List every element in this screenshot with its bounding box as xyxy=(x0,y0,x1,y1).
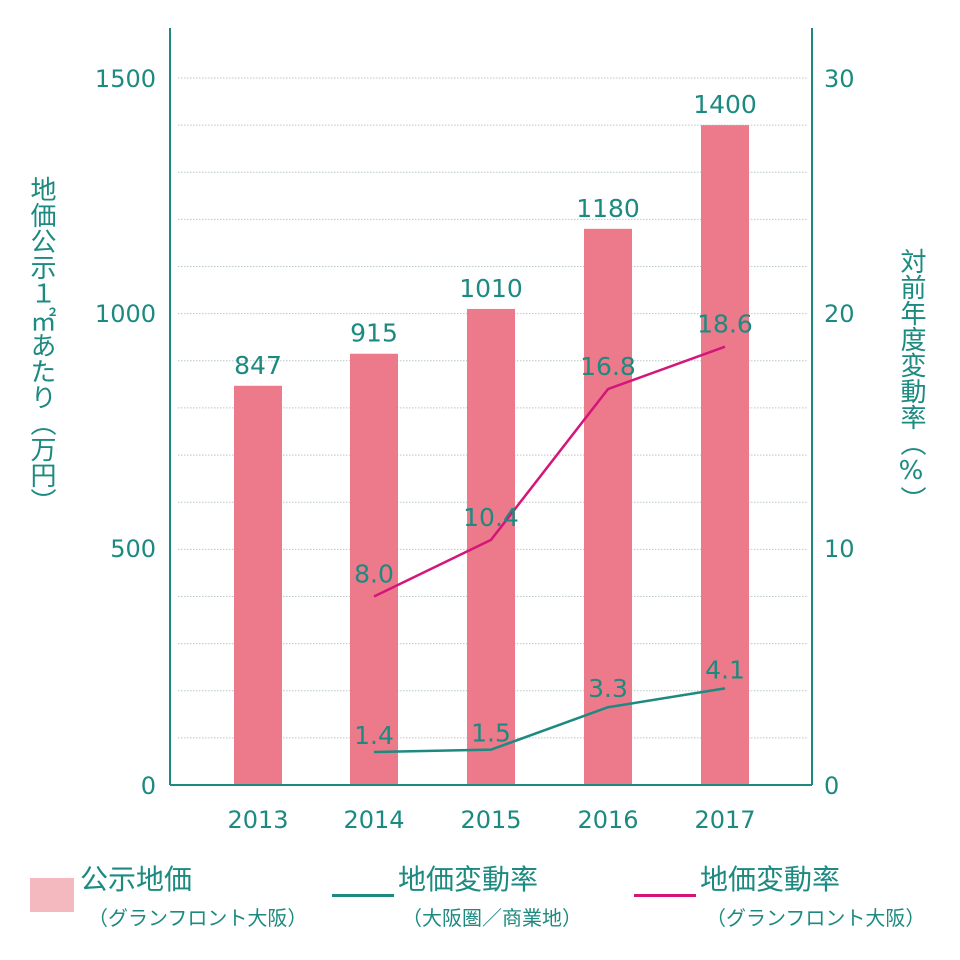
legend-swatch-bar xyxy=(30,878,74,912)
grandfront-rate-label: 18.6 xyxy=(697,310,753,339)
x-tick-2015: 2015 xyxy=(460,806,521,834)
osaka-rate-label: 1.4 xyxy=(354,721,394,750)
y-left-tick: 1500 xyxy=(95,65,156,93)
y-right-label: 対前年度変動率（%） xyxy=(896,248,926,512)
legend-bar-sub: （グランフロント大阪） xyxy=(88,906,308,930)
legend-swatch-teal xyxy=(332,894,394,897)
tick-labels: 0 500 1000 1500 0 10 20 30 2013 2014 2015 2016 2017 xyxy=(95,65,855,834)
axes xyxy=(169,28,813,786)
y-right-tick: 0 xyxy=(824,772,839,800)
data-labels: 847 915 1010 1180 1400 1.4 1.5 3.3 4.1 8.0 10.4 16.… xyxy=(234,90,757,750)
osaka-rate-label: 4.1 xyxy=(705,655,745,684)
bar-2017 xyxy=(701,125,749,786)
bar-label: 1180 xyxy=(576,194,640,223)
y-left-tick: 500 xyxy=(110,535,156,563)
series-line-grandfront xyxy=(373,345,726,598)
bar-label: 1400 xyxy=(693,90,757,119)
y-right-tick: 30 xyxy=(824,65,855,93)
grandfront-rate-label: 10.4 xyxy=(463,503,519,532)
bars xyxy=(234,125,749,786)
y-left-tick: 0 xyxy=(141,772,156,800)
osaka-rate-label: 3.3 xyxy=(588,674,628,703)
osaka-rate-label: 1.5 xyxy=(471,719,511,748)
legend-bar-name: 公示地価 xyxy=(80,863,193,896)
x-tick-2013: 2013 xyxy=(227,806,288,834)
grandfront-rate-label: 16.8 xyxy=(580,352,636,381)
y-right-tick: 10 xyxy=(824,535,855,563)
legend-pink-sub: （グランフロント大阪） xyxy=(706,906,926,930)
x-tick-2017: 2017 xyxy=(694,806,755,834)
legend-teal-name: 地価変動率 xyxy=(398,863,539,896)
y-right-tick: 20 xyxy=(824,300,855,328)
bar-2014 xyxy=(350,353,398,785)
series-line-osaka xyxy=(373,687,726,754)
x-tick-2014: 2014 xyxy=(343,806,404,834)
bar-2016 xyxy=(584,228,632,785)
y-left-tick: 1000 xyxy=(95,300,156,328)
bar-label: 1010 xyxy=(459,274,523,303)
legend-swatch-pink xyxy=(634,894,696,897)
bar-label: 847 xyxy=(234,351,282,380)
rate-lines xyxy=(373,345,726,754)
bar-2013 xyxy=(234,385,282,785)
grandfront-rate-label: 8.0 xyxy=(354,559,394,588)
legend-pink-name: 地価変動率 xyxy=(700,863,841,896)
x-tick-2016: 2016 xyxy=(577,806,638,834)
y-left-label: 地価公示１㎡あたり（万円） xyxy=(26,176,56,514)
bar-label: 915 xyxy=(350,319,398,348)
legend-teal-sub: （大阪圏／商業地） xyxy=(402,906,582,930)
